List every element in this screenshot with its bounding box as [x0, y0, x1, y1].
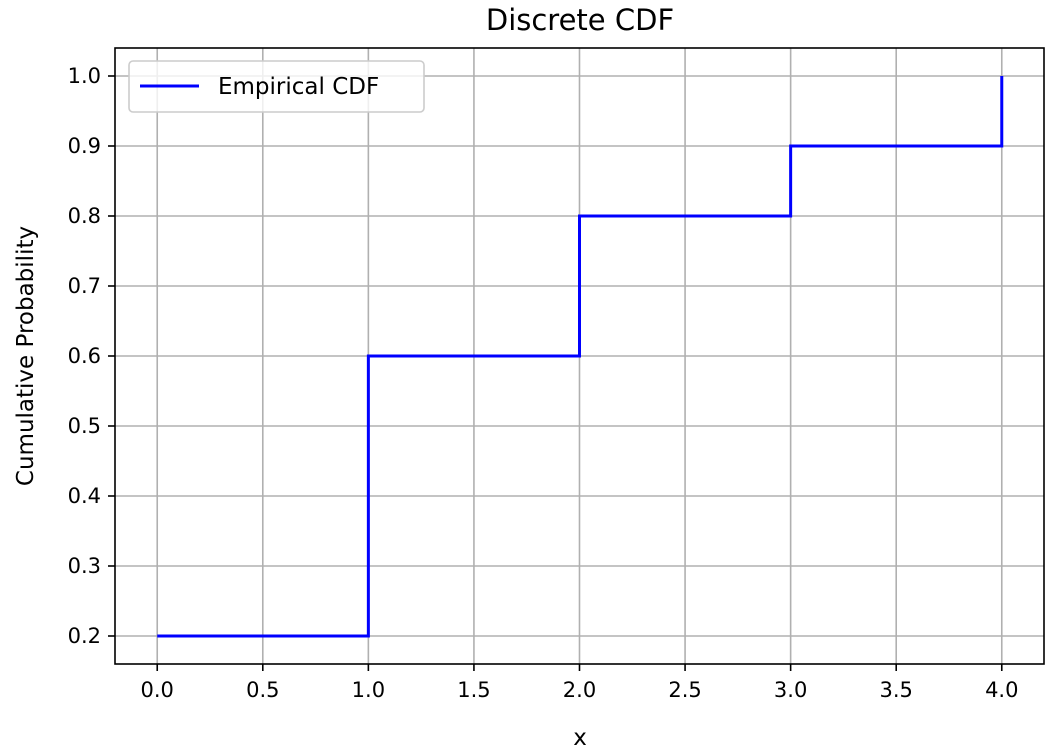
y-axis: 0.2 0.3 0.4 0.5 0.6 0.7 0.8 0.9 1.0	[68, 64, 115, 648]
x-tick-label: 1.0	[352, 678, 385, 702]
legend-box	[128, 60, 425, 113]
legend: Empirical CDF	[128, 60, 425, 113]
x-tick-label: 2.0	[563, 678, 596, 702]
chart-title: Discrete CDF	[486, 3, 674, 37]
x-axis: 0.0 0.5 1.0 1.5 2.0 2.5 3.0 3.5 4.0	[141, 664, 1018, 702]
x-tick-label: 0.5	[246, 678, 279, 702]
y-tick-label: 0.8	[68, 204, 101, 228]
x-tick-label: 4.0	[985, 678, 1018, 702]
x-tick-label: 1.5	[457, 678, 490, 702]
series-layer	[157, 75, 1004, 638]
y-tick-label: 1.0	[68, 64, 101, 88]
y-tick-label: 0.5	[68, 414, 101, 438]
y-tick-label: 0.3	[68, 554, 101, 578]
x-tick-label: 0.0	[141, 678, 174, 702]
x-tick-label: 3.0	[774, 678, 807, 702]
legend-label: Empirical CDF	[218, 74, 379, 100]
y-axis-label: Cumulative Probability	[13, 226, 39, 486]
y-tick-label: 0.9	[68, 134, 101, 158]
x-tick-label: 2.5	[668, 678, 701, 702]
y-tick-label: 0.2	[68, 624, 101, 648]
x-tick-label: 3.5	[880, 678, 913, 702]
y-tick-label: 0.6	[68, 344, 101, 368]
y-tick-label: 0.7	[68, 274, 101, 298]
x-axis-label: x	[573, 725, 587, 751]
y-tick-label: 0.4	[68, 484, 101, 508]
